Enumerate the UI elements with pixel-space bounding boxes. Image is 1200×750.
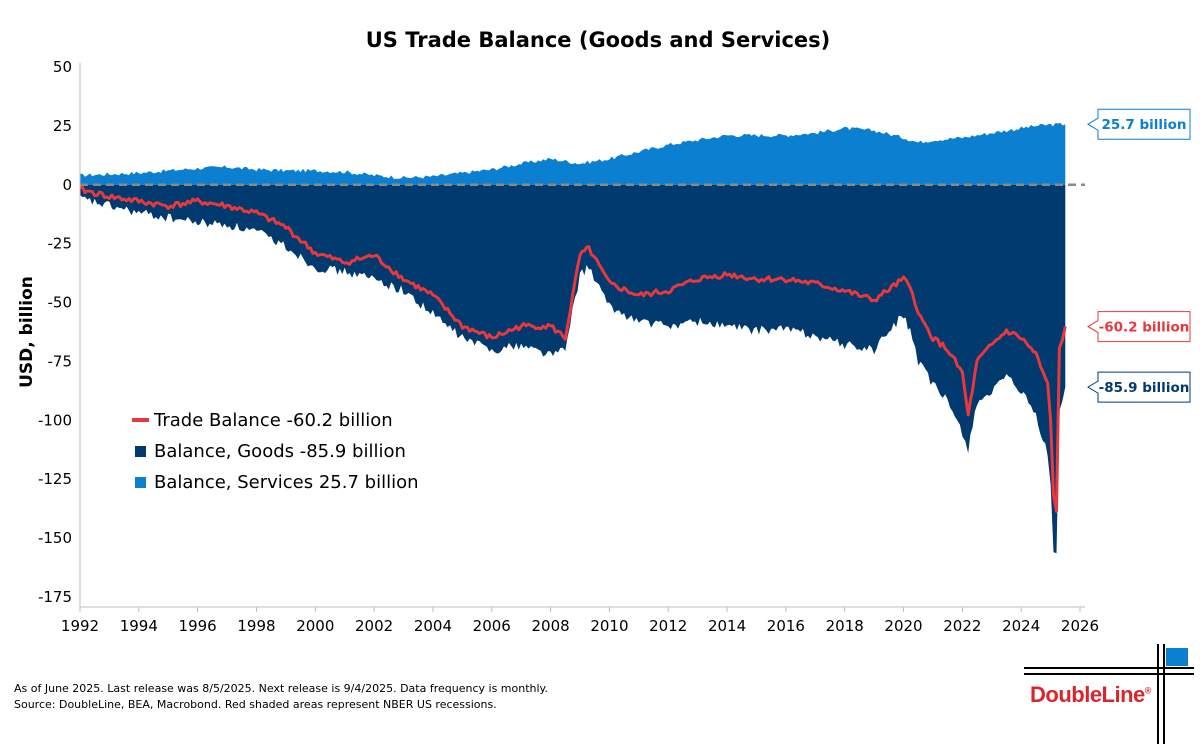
x-tick-label: 2000	[296, 617, 334, 635]
x-tick-label: 2024	[1002, 617, 1040, 635]
footer-note: As of June 2025. Last release was 8/5/20…	[14, 682, 548, 695]
x-tick-label: 1992	[61, 617, 99, 635]
callout-label: -85.9 billion	[1087, 371, 1191, 403]
callout-label: -60.2 billion	[1087, 311, 1191, 343]
y-axis-label: USD, billion	[17, 276, 37, 388]
callout-text: 25.7 billion	[1101, 117, 1186, 133]
x-tick-label: 1996	[179, 617, 217, 635]
x-tick-label: 1998	[237, 617, 275, 635]
x-tick-label: 2026	[1061, 617, 1099, 635]
doubleline-logo	[1024, 644, 1194, 744]
legend-label: Trade Balance -60.2 billion	[153, 410, 393, 431]
callout-text: -60.2 billion	[1099, 320, 1190, 336]
y-tick-label: 50	[53, 58, 72, 76]
y-tick-label: -125	[38, 470, 72, 488]
x-tick-label: 2022	[943, 617, 981, 635]
trade-balance-chart: US Trade Balance (Goods and Services) US…	[17, 28, 1191, 635]
logo-wordmark: DoubleLine®	[1030, 682, 1151, 707]
y-tick-label: -25	[48, 235, 73, 253]
legend-item: Balance, Goods -85.9 billion	[135, 441, 406, 462]
chart-title: US Trade Balance (Goods and Services)	[366, 28, 831, 52]
x-tick-label: 2002	[355, 617, 393, 635]
y-tick-label: 0	[62, 176, 72, 194]
footer-source: Source: DoubleLine, BEA, Macrobond. Red …	[14, 698, 497, 711]
callout-box	[1087, 108, 1191, 140]
x-tick-label: 2018	[826, 617, 864, 635]
x-tick-label: 2016	[767, 617, 805, 635]
legend-label: Balance, Goods -85.9 billion	[154, 441, 406, 462]
y-tick-label: -100	[38, 411, 72, 429]
x-tick-label: 2006	[473, 617, 511, 635]
area-balance-services	[80, 123, 1066, 185]
x-tick-label: 2020	[884, 617, 922, 635]
y-tick-label: -150	[38, 529, 72, 547]
legend-item: Balance, Services 25.7 billion	[135, 472, 419, 493]
callout-box	[1087, 371, 1191, 403]
callout-text: -85.9 billion	[1099, 380, 1190, 396]
legend-swatch-square	[135, 446, 146, 457]
line-trade-balance	[79, 185, 1067, 513]
y-tick-label: -175	[38, 588, 72, 606]
legend-item: Trade Balance -60.2 billion	[132, 410, 393, 431]
x-tick-label: 2008	[531, 617, 569, 635]
x-tick-label: 2004	[414, 617, 452, 635]
y-tick-label: -75	[48, 352, 73, 370]
x-tick-label: 2012	[649, 617, 687, 635]
x-tick-label: 2014	[708, 617, 746, 635]
y-tick-label: -50	[48, 294, 73, 312]
x-tick-label: 2010	[590, 617, 628, 635]
area-balance-goods	[80, 184, 1066, 554]
legend-label: Balance, Services 25.7 billion	[154, 472, 419, 493]
legend-swatch-square	[135, 477, 146, 488]
x-tick-label: 1994	[120, 617, 158, 635]
callout-label: 25.7 billion	[1087, 108, 1191, 140]
y-tick-label: 25	[53, 117, 72, 135]
callout-box	[1087, 311, 1191, 343]
